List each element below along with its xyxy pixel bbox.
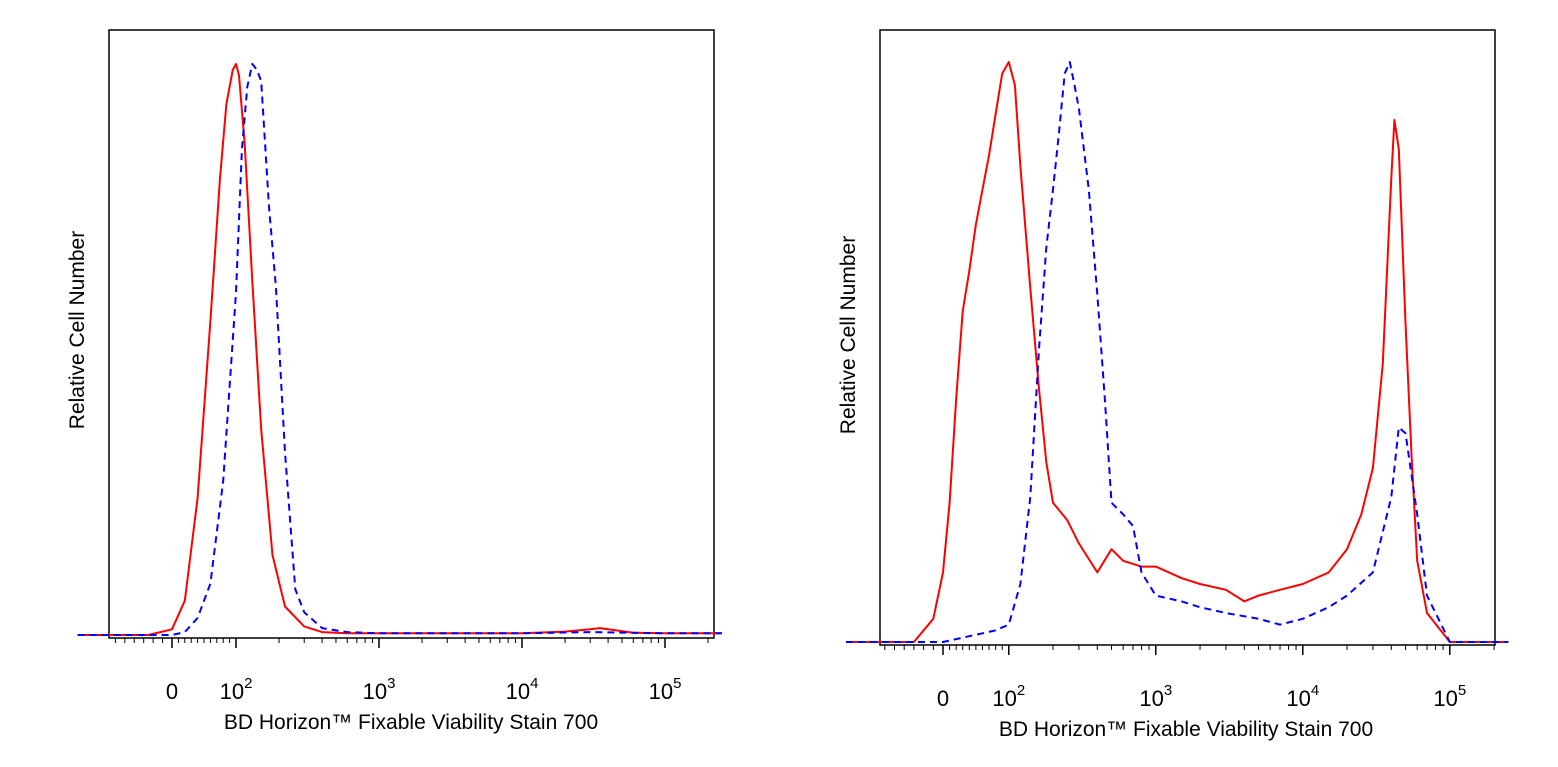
x-tick-label: 0 (937, 686, 949, 711)
x-tick-label: 105 (649, 675, 682, 704)
x-tick-label-exponent: 2 (244, 675, 252, 692)
y-axis-title: Relative Cell Number (837, 236, 860, 434)
plot-frame (108, 29, 715, 639)
x-tick-label-base: 10 (1139, 686, 1163, 711)
x-tick-label-base: 10 (1433, 686, 1457, 711)
series-line-solid (846, 61, 1509, 643)
x-tick-label: 102 (220, 675, 253, 704)
x-tick-label-base: 10 (220, 679, 244, 704)
x-tick-label-base: 10 (1286, 686, 1310, 711)
x-tick-label: 104 (1286, 682, 1319, 711)
x-tick-label-exponent: 2 (1017, 682, 1025, 699)
x-tick-label-exponent: 4 (1311, 682, 1319, 699)
series-line-dashed (846, 61, 1509, 643)
x-tick-label-exponent: 5 (1458, 682, 1466, 699)
x-tick-label: 102 (992, 682, 1025, 711)
x-tick-label-base: 0 (166, 679, 178, 704)
x-axis-title: BD Horizon™ Fixable Viability Stain 700 (999, 718, 1373, 741)
x-tick-label-exponent: 3 (1164, 682, 1172, 699)
x-tick-label-base: 10 (506, 679, 530, 704)
series-line-dashed (77, 63, 722, 636)
x-tick-label-base: 10 (363, 679, 387, 704)
x-tick-label: 103 (363, 675, 396, 704)
x-tick-label: 103 (1139, 682, 1172, 711)
x-tick-label-base: 10 (649, 679, 673, 704)
x-axis-title: BD Horizon™ Fixable Viability Stain 700 (224, 711, 598, 734)
plot-frame (879, 29, 1496, 646)
x-tick-label-exponent: 3 (387, 675, 395, 692)
series-line-solid (77, 63, 722, 636)
x-tick-label-base: 0 (937, 686, 949, 711)
x-tick-label-base: 10 (992, 686, 1016, 711)
x-tick-label: 105 (1433, 682, 1466, 711)
x-tick-label: 104 (506, 675, 539, 704)
x-tick-label: 0 (166, 679, 178, 704)
x-tick-label-exponent: 5 (673, 675, 681, 692)
y-axis-title: Relative Cell Number (66, 231, 89, 429)
x-tick-label-exponent: 4 (530, 675, 538, 692)
